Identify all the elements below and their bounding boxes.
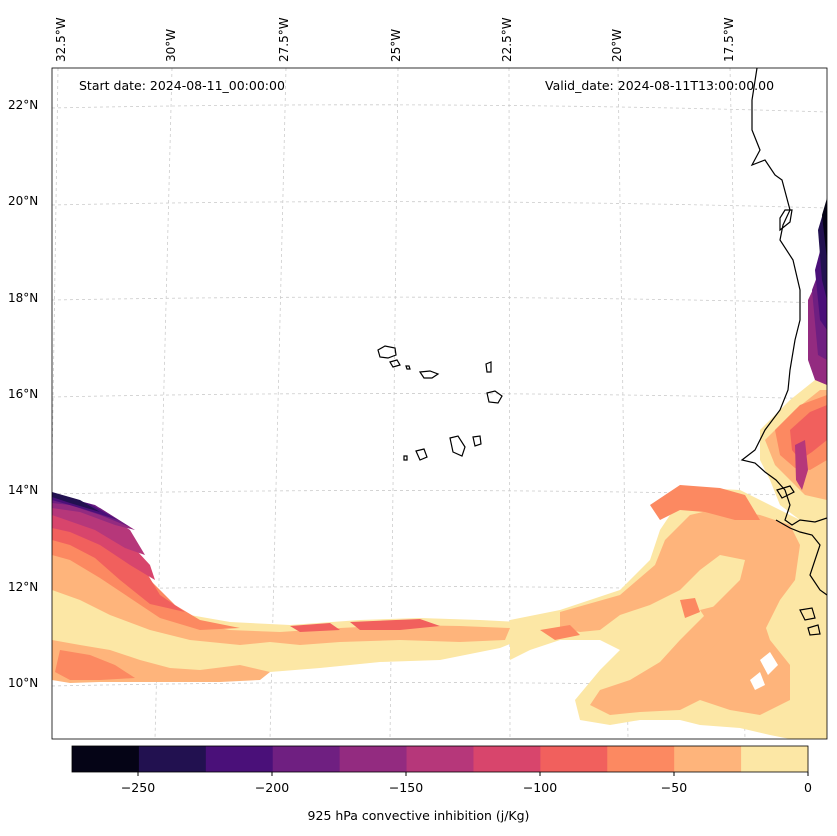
coastline	[740, 68, 827, 636]
colorbar-segment	[540, 746, 608, 772]
cin-field-southeast	[510, 485, 827, 739]
colorbar-segment	[406, 746, 474, 772]
colorbar-tick: −150	[388, 780, 424, 795]
lat-label-14N: 14°N	[8, 483, 39, 497]
colorbar-tick: −50	[660, 780, 688, 795]
lat-label-18N: 18°N	[8, 291, 39, 305]
cin-field-east	[760, 198, 827, 590]
colorbar-segment	[607, 746, 675, 772]
valid-date-label: Valid_date: 2024-08-11T13:00:00.00	[545, 78, 775, 93]
lat-label-22N: 22°N	[8, 98, 39, 112]
colorbar-tick: 0	[804, 780, 812, 795]
colorbar-segment	[339, 746, 408, 772]
colorbar-label: 925 hPa convective inhibition (j/Kg)	[307, 808, 530, 823]
map-frame	[51, 67, 828, 740]
colorbar-tick: −200	[254, 780, 290, 795]
colorbar-segment	[138, 746, 207, 772]
colorbar-tick: −250	[120, 780, 156, 795]
colorbar-tick: −100	[522, 780, 558, 795]
colorbar-segment	[741, 746, 809, 772]
colorbar-segment	[205, 746, 274, 772]
colorbar-segment	[272, 746, 341, 772]
lat-label-20N: 20°N	[8, 194, 39, 208]
cin-field-west	[52, 492, 520, 683]
colorbar-segment	[674, 746, 742, 772]
start-date-label: Start date: 2024-08-11_00:00:00	[79, 78, 285, 93]
lat-label-16N: 16°N	[8, 387, 39, 401]
colorbar-segment	[72, 746, 140, 772]
lat-label-12N: 12°N	[8, 580, 39, 594]
lat-label-10N: 10°N	[8, 676, 39, 690]
colorbar-segment	[473, 746, 541, 772]
colorbar	[71, 745, 809, 776]
cape-verde-islands	[377, 345, 503, 461]
colorbar-frame	[71, 745, 809, 773]
